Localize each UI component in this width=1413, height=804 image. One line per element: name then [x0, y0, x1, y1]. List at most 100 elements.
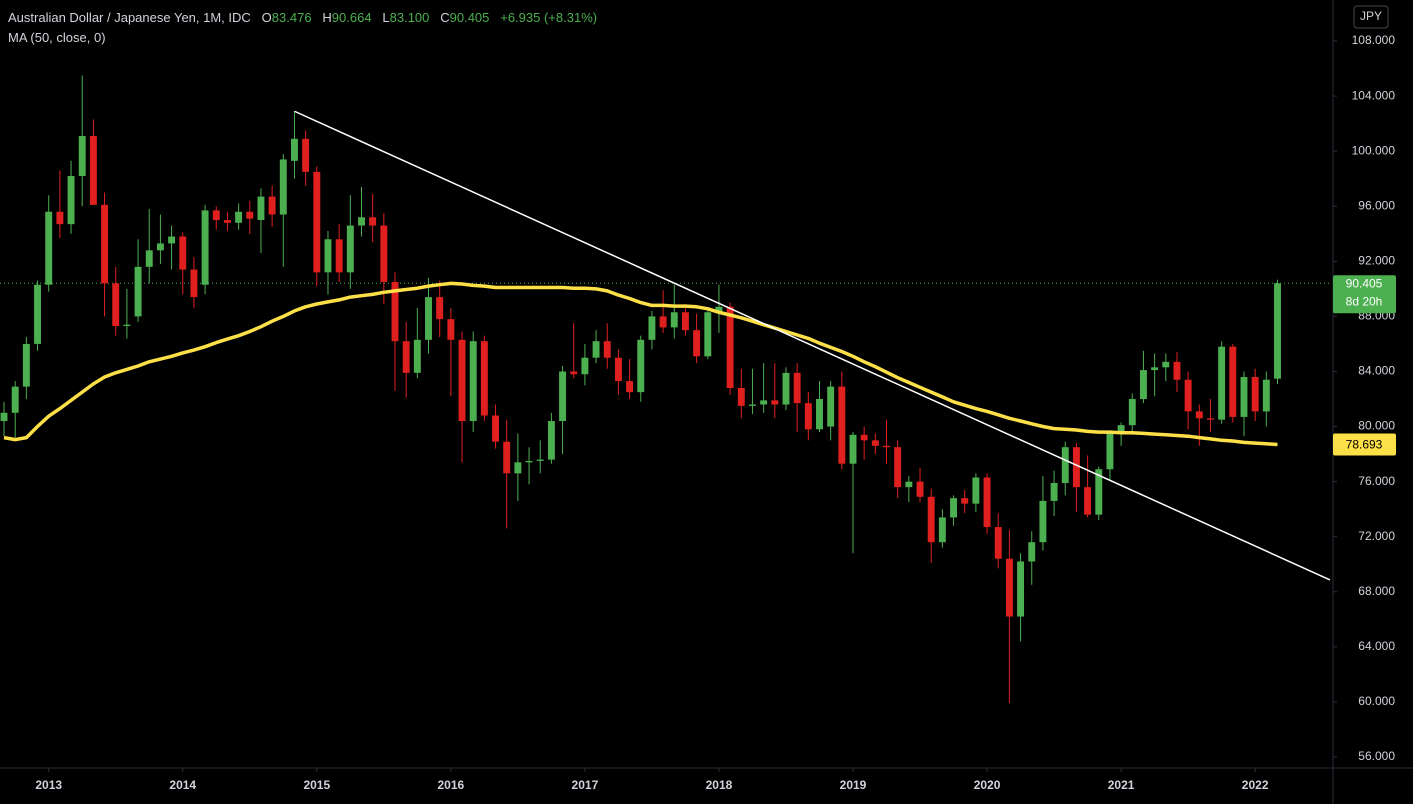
ma-tag [1333, 433, 1396, 456]
y-tick-label: 84.000 [1358, 364, 1395, 378]
candle-body [358, 217, 365, 226]
candle-body [313, 171, 321, 273]
candle-body [559, 371, 567, 422]
candle-body [603, 341, 611, 358]
candle-body [391, 281, 399, 342]
candle-body [380, 225, 388, 282]
ma-name: MA (50, close, 0) [8, 30, 106, 45]
ohlc-key: L [382, 10, 390, 25]
x-tick-label: 2018 [706, 778, 733, 792]
candle-body [168, 236, 176, 244]
candle-body [223, 220, 231, 223]
candle-body [1117, 425, 1125, 434]
candle-body [514, 462, 522, 474]
candle-body [670, 312, 678, 328]
candle-body [648, 316, 656, 340]
candle-body [827, 386, 835, 427]
candle-body [492, 415, 500, 442]
candle-body [1095, 469, 1103, 515]
candle-body [547, 421, 555, 460]
candle-body [112, 283, 120, 327]
ohlc-value: 83.476 [271, 10, 312, 25]
candle-body [1207, 418, 1214, 420]
legend: Australian Dollar / Japanese Yen, 1M, ID… [8, 8, 597, 48]
candle-body [436, 297, 444, 320]
candle-body [1050, 482, 1058, 501]
candle-body [447, 319, 455, 340]
price-tag-value: 90.405 [1346, 276, 1383, 290]
candle-body [592, 341, 600, 358]
x-tick-label: 2014 [169, 778, 196, 792]
symbol: Australian Dollar / Japanese Yen, 1M, ID… [8, 10, 251, 25]
y-tick-label: 80.000 [1358, 419, 1395, 433]
candle-body [1274, 283, 1281, 379]
ohlc-key: H [322, 10, 332, 25]
candle-body [291, 138, 298, 161]
ohlc-key: O [261, 10, 272, 25]
candle-body [726, 306, 734, 388]
candle-body [771, 400, 779, 405]
candle-body [916, 481, 924, 497]
candle-body [749, 404, 756, 406]
candle-body [1262, 379, 1270, 412]
y-tick-label: 108.000 [1352, 33, 1396, 47]
y-tick-label: 68.000 [1358, 584, 1395, 598]
candle-body [938, 517, 946, 543]
candle-body [782, 372, 790, 405]
candle-body [34, 284, 41, 344]
candle-body [89, 136, 97, 205]
countdown: 8d 20h [1346, 294, 1383, 308]
candle-body [581, 357, 589, 375]
candle-body [78, 136, 86, 176]
trendline [294, 110, 1331, 581]
candle-body [961, 498, 969, 504]
price-tag [1333, 275, 1396, 314]
candle-body [950, 498, 958, 518]
x-tick-label: 2020 [974, 778, 1001, 792]
candle-body [425, 297, 432, 340]
candle-body [1072, 447, 1080, 488]
candle-body [894, 447, 902, 488]
ohlc-value: 90.405 [449, 10, 490, 25]
candle-body [737, 387, 745, 406]
x-tick-label: 2022 [1242, 778, 1269, 792]
y-tick-label: 60.000 [1358, 694, 1395, 708]
candle-body [324, 239, 332, 273]
y-tick-label: 104.000 [1352, 88, 1396, 102]
candle-body [1218, 346, 1226, 420]
change: +6.935 (+8.31%) [500, 10, 598, 25]
candle-body [760, 400, 768, 405]
candle-body [1128, 399, 1136, 426]
candle-body [268, 196, 276, 215]
candle-body [637, 339, 645, 393]
candle-body [525, 460, 533, 463]
candle-body [1229, 346, 1237, 417]
candle-body [1039, 500, 1047, 543]
currency-box [1353, 5, 1389, 29]
candle-body [536, 459, 544, 461]
candle-body [883, 445, 890, 448]
candle-body [693, 330, 701, 357]
x-tick-label: 2021 [1108, 778, 1135, 792]
candle-body [1173, 361, 1181, 380]
y-tick-label: 76.000 [1358, 474, 1395, 488]
candle-body [793, 372, 801, 404]
candle-body [715, 306, 723, 313]
candle-body [123, 324, 131, 327]
candle-body [983, 477, 991, 528]
candle-body [927, 496, 935, 543]
candle-body [212, 210, 220, 221]
candle-body [905, 481, 913, 488]
candle-body [1005, 558, 1013, 617]
candle-body [335, 239, 343, 273]
candle-body [614, 357, 622, 382]
plot [0, 75, 1331, 704]
candle-body [1240, 376, 1248, 417]
candle-body [994, 527, 1002, 559]
candle-body [257, 196, 265, 221]
candle-body [413, 339, 421, 373]
candle-body [838, 386, 846, 464]
candle-body [402, 341, 410, 373]
